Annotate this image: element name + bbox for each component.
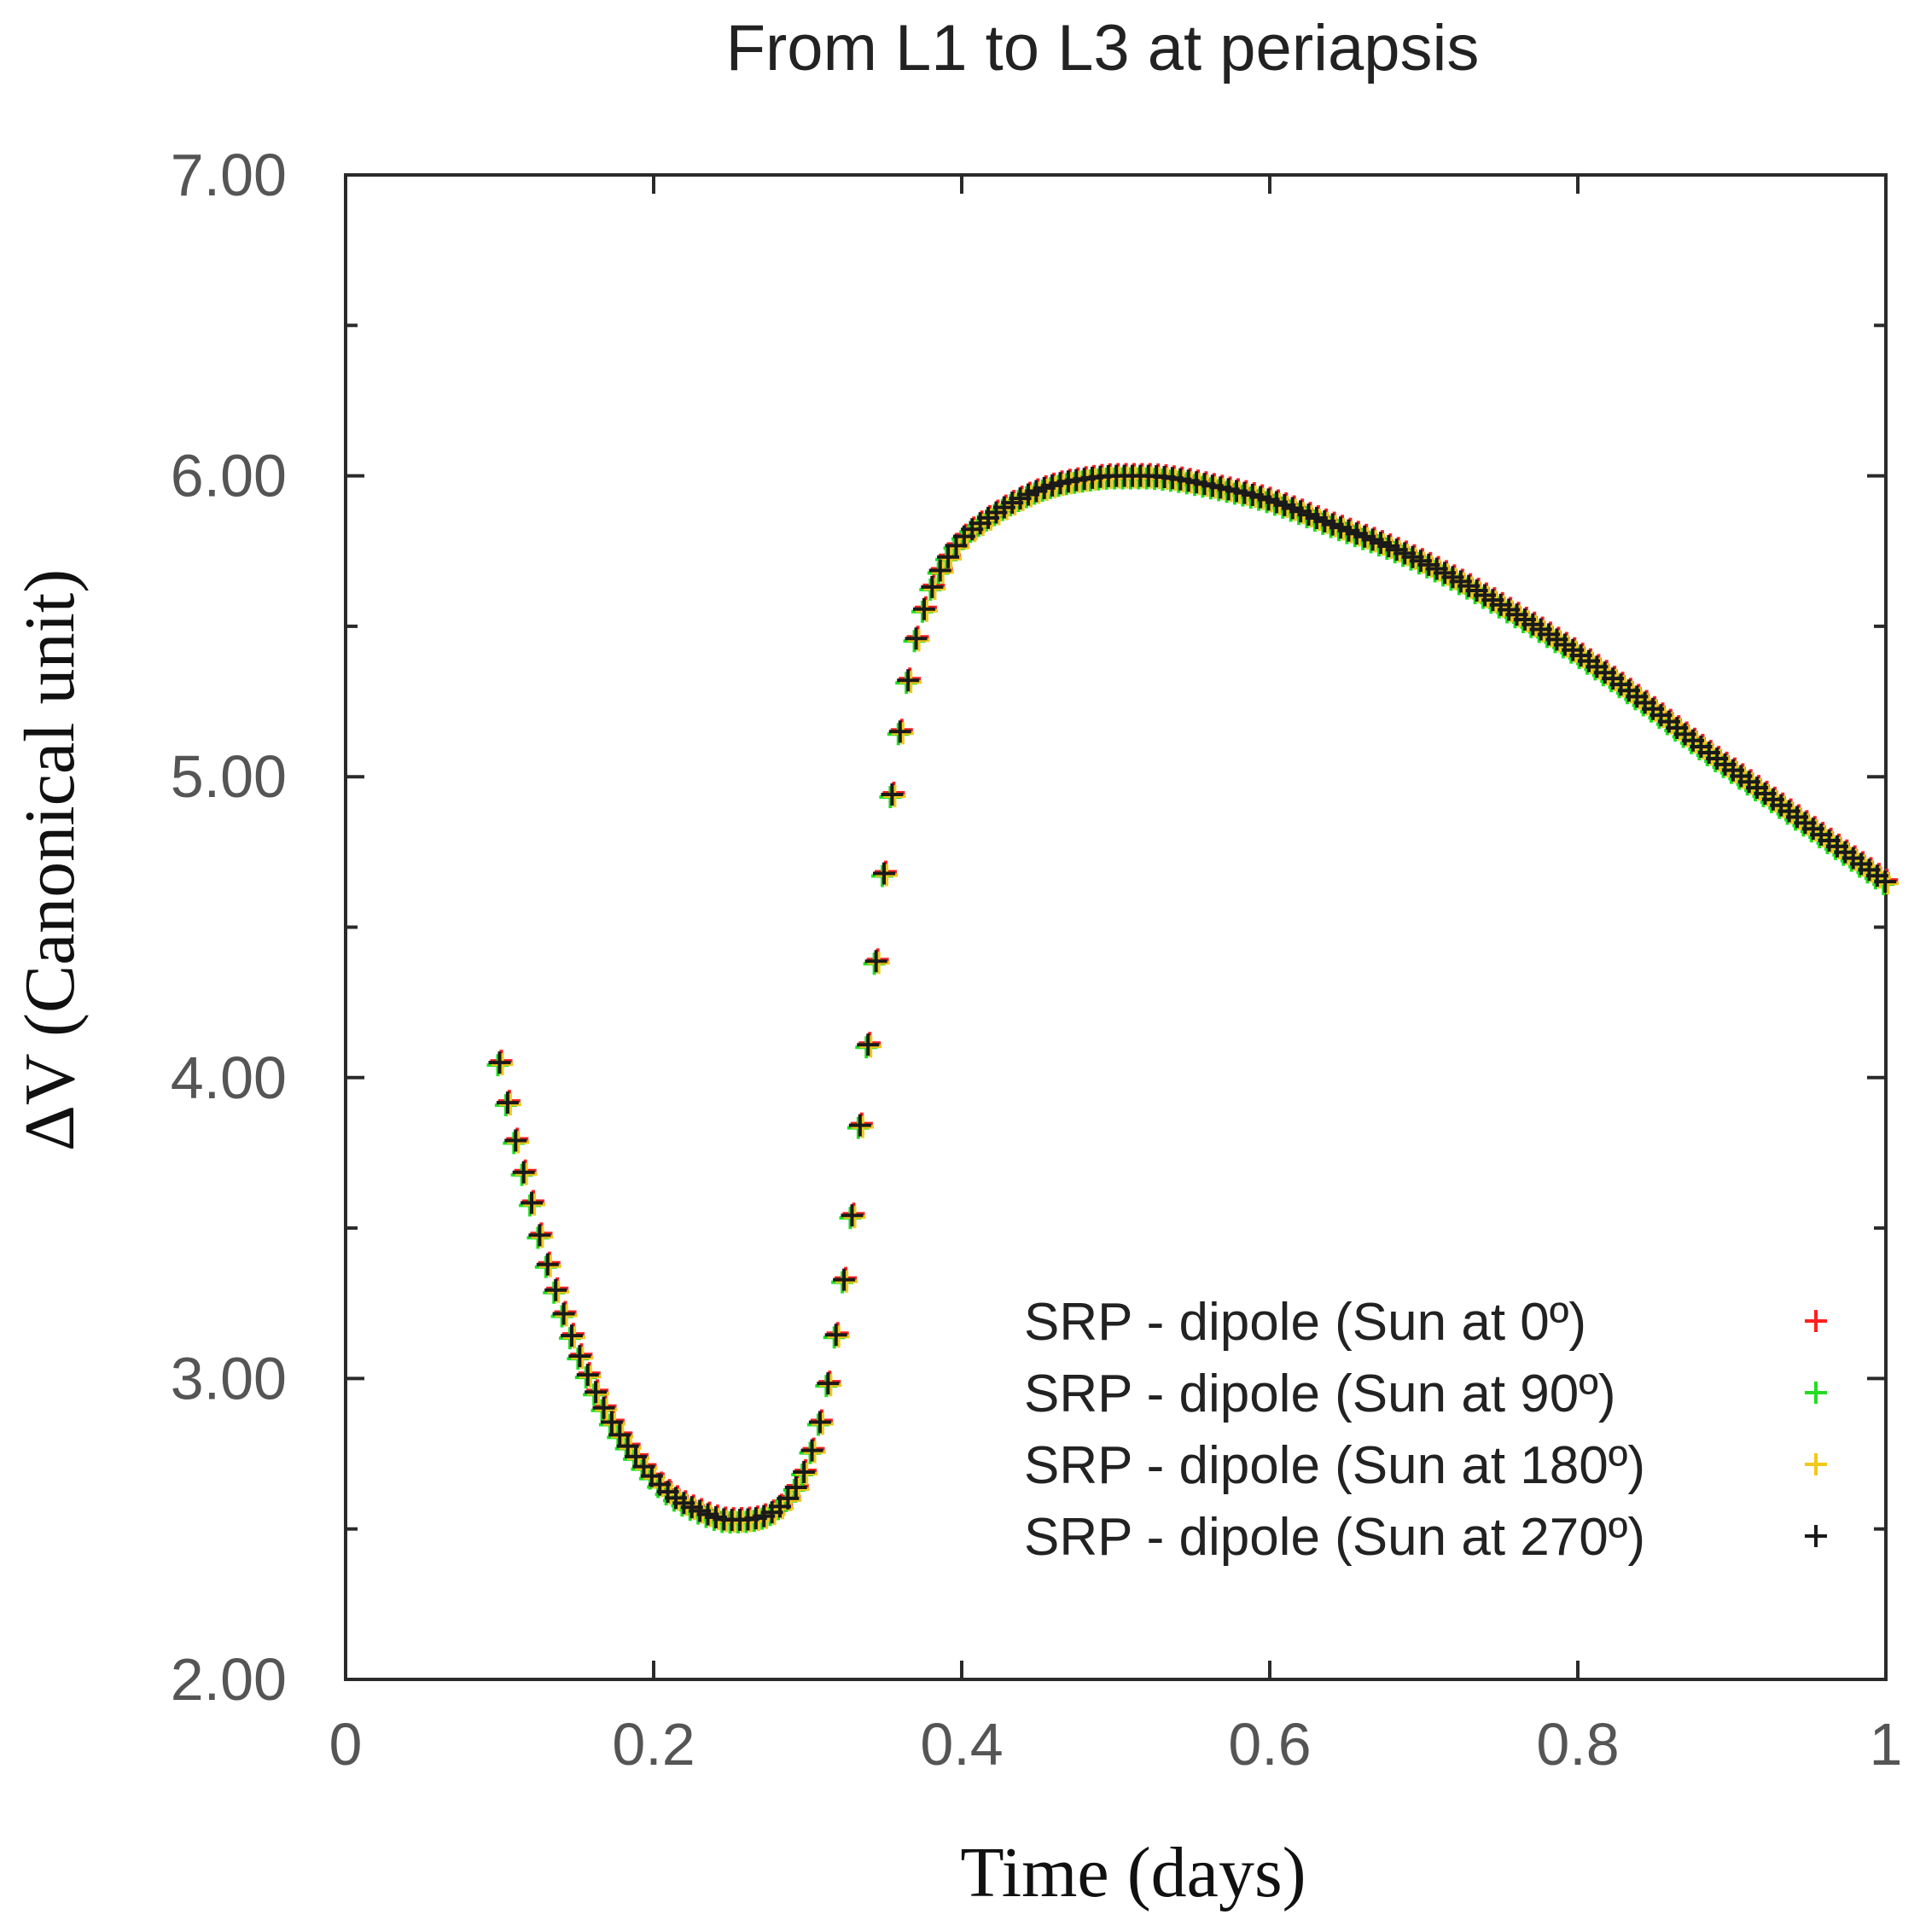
data-point bbox=[888, 720, 911, 743]
data-point bbox=[833, 1268, 856, 1291]
x-tick-label: 0 bbox=[329, 1711, 363, 1778]
data-point bbox=[521, 1191, 544, 1214]
legend-marker bbox=[1805, 1310, 1827, 1332]
data-point bbox=[488, 1051, 511, 1074]
data-point bbox=[568, 1345, 591, 1368]
data-point bbox=[824, 1324, 847, 1347]
data-points bbox=[486, 463, 1900, 1534]
data-point bbox=[793, 1461, 816, 1484]
data-point bbox=[841, 1204, 864, 1227]
data-point bbox=[536, 1253, 559, 1276]
x-tick-label: 0.6 bbox=[1228, 1711, 1311, 1778]
data-point bbox=[857, 1033, 880, 1056]
data-point bbox=[848, 1114, 871, 1137]
data-point bbox=[504, 1129, 527, 1152]
y-axis-label: ΔV (Canonical unit) bbox=[10, 569, 90, 1151]
data-point bbox=[784, 1476, 807, 1499]
series-3 bbox=[488, 464, 1897, 1532]
legend-label: SRP - dipole (Sun at 0º) bbox=[1024, 1293, 1586, 1352]
x-tick-label: 0.8 bbox=[1536, 1711, 1619, 1778]
data-point bbox=[585, 1381, 608, 1404]
y-tick-label: 5.00 bbox=[171, 743, 287, 810]
data-point bbox=[576, 1364, 599, 1387]
y-tick-label: 4.00 bbox=[171, 1045, 287, 1111]
data-point bbox=[864, 950, 887, 973]
data-point bbox=[897, 669, 920, 692]
y-tick-label: 6.00 bbox=[171, 443, 287, 509]
legend-label: SRP - dipole (Sun at 180º) bbox=[1024, 1436, 1645, 1495]
legend-marker bbox=[1805, 1382, 1827, 1404]
legend-marker bbox=[1805, 1525, 1827, 1547]
data-point bbox=[881, 783, 904, 806]
y-tick-label: 3.00 bbox=[171, 1345, 287, 1411]
data-point bbox=[921, 575, 944, 598]
legend-marker bbox=[1805, 1453, 1827, 1475]
data-point bbox=[905, 627, 928, 650]
data-point bbox=[544, 1278, 567, 1301]
y-tick-label: 2.00 bbox=[171, 1646, 287, 1713]
data-point bbox=[817, 1372, 840, 1395]
data-point bbox=[608, 1423, 631, 1446]
legend: SRP - dipole (Sun at 0º) SRP - dipole (Su… bbox=[1024, 1293, 1827, 1567]
y-tick-label: 7.00 bbox=[171, 142, 287, 208]
data-point bbox=[528, 1224, 551, 1247]
legend-label: SRP - dipole (Sun at 270º) bbox=[1024, 1508, 1645, 1567]
data-point bbox=[873, 862, 896, 885]
legend-label: SRP - dipole (Sun at 90º) bbox=[1024, 1365, 1616, 1423]
data-point bbox=[600, 1411, 623, 1434]
data-point bbox=[1874, 870, 1897, 893]
data-point bbox=[592, 1396, 615, 1419]
data-point bbox=[912, 597, 935, 620]
x-axis-label: Time (days) bbox=[960, 1833, 1306, 1912]
x-tick-label: 0.2 bbox=[612, 1711, 695, 1778]
data-point bbox=[808, 1411, 831, 1434]
data-point bbox=[800, 1439, 823, 1462]
x-tick-label: 0.4 bbox=[920, 1711, 1003, 1778]
data-point bbox=[937, 545, 960, 568]
x-tick-label: 1 bbox=[1870, 1711, 1903, 1778]
x-axis: 0 0.2 0.4 0.6 0.8 1 bbox=[329, 175, 1903, 1778]
data-point bbox=[552, 1302, 575, 1325]
data-point bbox=[512, 1161, 535, 1184]
data-point bbox=[560, 1324, 583, 1347]
y-axis: 2.00 3.00 4.00 5.00 6.00 7.00 bbox=[171, 142, 1886, 1713]
data-point bbox=[496, 1091, 519, 1114]
data-point bbox=[928, 559, 951, 582]
chart-title: From L1 to L3 at periapsis bbox=[726, 12, 1480, 84]
